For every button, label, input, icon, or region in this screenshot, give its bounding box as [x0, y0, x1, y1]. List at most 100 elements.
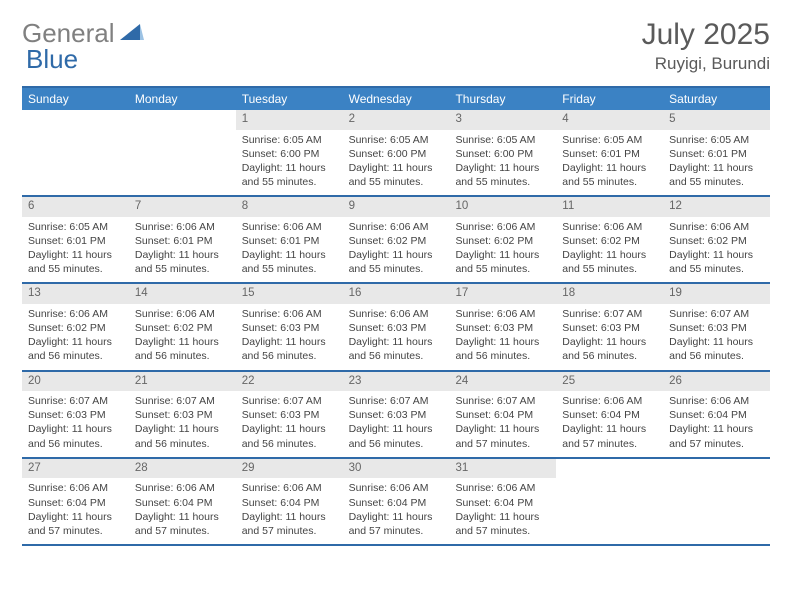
sunrise-text: Sunrise: 6:06 AM — [669, 220, 764, 234]
sunset-text: Sunset: 6:03 PM — [349, 321, 444, 335]
logo-triangle-icon — [120, 22, 144, 45]
daylight-text: Daylight: 11 hours and 56 minutes. — [349, 335, 444, 363]
calendar-cell: 24Sunrise: 6:07 AMSunset: 6:04 PMDayligh… — [449, 372, 556, 457]
calendar-cell: 1Sunrise: 6:05 AMSunset: 6:00 PMDaylight… — [236, 110, 343, 195]
day-of-week-header: Saturday — [663, 88, 770, 110]
day-number: 16 — [343, 284, 450, 304]
daylight-text: Daylight: 11 hours and 57 minutes. — [562, 422, 657, 450]
cell-body: Sunrise: 6:07 AMSunset: 6:03 PMDaylight:… — [556, 304, 663, 370]
cell-body: Sunrise: 6:06 AMSunset: 6:04 PMDaylight:… — [556, 391, 663, 457]
daylight-text: Daylight: 11 hours and 55 minutes. — [28, 248, 123, 276]
calendar-cell: 10Sunrise: 6:06 AMSunset: 6:02 PMDayligh… — [449, 197, 556, 282]
sunset-text: Sunset: 6:04 PM — [669, 408, 764, 422]
sunrise-text: Sunrise: 6:06 AM — [135, 481, 230, 495]
calendar-cell: 20Sunrise: 6:07 AMSunset: 6:03 PMDayligh… — [22, 372, 129, 457]
day-number: 23 — [343, 372, 450, 392]
sunrise-text: Sunrise: 6:06 AM — [28, 481, 123, 495]
sunset-text: Sunset: 6:04 PM — [135, 496, 230, 510]
cell-body: Sunrise: 6:07 AMSunset: 6:04 PMDaylight:… — [449, 391, 556, 457]
cell-body: Sunrise: 6:07 AMSunset: 6:03 PMDaylight:… — [663, 304, 770, 370]
sunrise-text: Sunrise: 6:07 AM — [562, 307, 657, 321]
sunset-text: Sunset: 6:02 PM — [669, 234, 764, 248]
cell-body: Sunrise: 6:05 AMSunset: 6:00 PMDaylight:… — [343, 130, 450, 196]
daylight-text: Daylight: 11 hours and 57 minutes. — [455, 510, 550, 538]
sunset-text: Sunset: 6:03 PM — [455, 321, 550, 335]
cell-body: Sunrise: 6:07 AMSunset: 6:03 PMDaylight:… — [236, 391, 343, 457]
cell-body: Sunrise: 6:05 AMSunset: 6:00 PMDaylight:… — [236, 130, 343, 196]
sunrise-text: Sunrise: 6:05 AM — [669, 133, 764, 147]
calendar-cell: 14Sunrise: 6:06 AMSunset: 6:02 PMDayligh… — [129, 284, 236, 369]
sunrise-text: Sunrise: 6:07 AM — [28, 394, 123, 408]
sunset-text: Sunset: 6:01 PM — [28, 234, 123, 248]
cell-body: Sunrise: 6:06 AMSunset: 6:01 PMDaylight:… — [129, 217, 236, 283]
calendar-cell: 5Sunrise: 6:05 AMSunset: 6:01 PMDaylight… — [663, 110, 770, 195]
day-number: 31 — [449, 459, 556, 479]
calendar-header-row: SundayMondayTuesdayWednesdayThursdayFrid… — [22, 88, 770, 110]
sunrise-text: Sunrise: 6:07 AM — [349, 394, 444, 408]
sunset-text: Sunset: 6:04 PM — [562, 408, 657, 422]
cell-body: Sunrise: 6:06 AMSunset: 6:03 PMDaylight:… — [449, 304, 556, 370]
daylight-text: Daylight: 11 hours and 55 minutes. — [669, 248, 764, 276]
sunset-text: Sunset: 6:01 PM — [242, 234, 337, 248]
day-number: 19 — [663, 284, 770, 304]
sunrise-text: Sunrise: 6:06 AM — [349, 481, 444, 495]
sunrise-text: Sunrise: 6:06 AM — [242, 220, 337, 234]
cell-body: Sunrise: 6:06 AMSunset: 6:04 PMDaylight:… — [343, 478, 450, 544]
cell-body: Sunrise: 6:06 AMSunset: 6:02 PMDaylight:… — [556, 217, 663, 283]
cell-body: Sunrise: 6:06 AMSunset: 6:03 PMDaylight:… — [343, 304, 450, 370]
day-of-week-header: Thursday — [449, 88, 556, 110]
cell-body: Sunrise: 6:06 AMSunset: 6:01 PMDaylight:… — [236, 217, 343, 283]
calendar-cell-empty — [22, 110, 129, 195]
cell-body: Sunrise: 6:06 AMSunset: 6:04 PMDaylight:… — [449, 478, 556, 544]
cell-body: Sunrise: 6:06 AMSunset: 6:02 PMDaylight:… — [343, 217, 450, 283]
day-number: 29 — [236, 459, 343, 479]
calendar-cell: 30Sunrise: 6:06 AMSunset: 6:04 PMDayligh… — [343, 459, 450, 544]
day-number: 12 — [663, 197, 770, 217]
cell-body: Sunrise: 6:06 AMSunset: 6:04 PMDaylight:… — [663, 391, 770, 457]
sunset-text: Sunset: 6:02 PM — [455, 234, 550, 248]
day-number: 10 — [449, 197, 556, 217]
day-number: 4 — [556, 110, 663, 130]
calendar-cell: 3Sunrise: 6:05 AMSunset: 6:00 PMDaylight… — [449, 110, 556, 195]
day-number: 28 — [129, 459, 236, 479]
calendar-cell: 22Sunrise: 6:07 AMSunset: 6:03 PMDayligh… — [236, 372, 343, 457]
sunset-text: Sunset: 6:04 PM — [455, 408, 550, 422]
cell-body: Sunrise: 6:07 AMSunset: 6:03 PMDaylight:… — [22, 391, 129, 457]
daylight-text: Daylight: 11 hours and 56 minutes. — [242, 422, 337, 450]
daylight-text: Daylight: 11 hours and 56 minutes. — [562, 335, 657, 363]
calendar-cell-empty — [556, 459, 663, 544]
cell-body: Sunrise: 6:07 AMSunset: 6:03 PMDaylight:… — [129, 391, 236, 457]
sunset-text: Sunset: 6:00 PM — [455, 147, 550, 161]
cell-body: Sunrise: 6:05 AMSunset: 6:01 PMDaylight:… — [556, 130, 663, 196]
cell-body: Sunrise: 6:06 AMSunset: 6:02 PMDaylight:… — [663, 217, 770, 283]
daylight-text: Daylight: 11 hours and 57 minutes. — [135, 510, 230, 538]
sunrise-text: Sunrise: 6:05 AM — [349, 133, 444, 147]
sunset-text: Sunset: 6:03 PM — [242, 321, 337, 335]
sunset-text: Sunset: 6:03 PM — [669, 321, 764, 335]
daylight-text: Daylight: 11 hours and 56 minutes. — [28, 422, 123, 450]
cell-body: Sunrise: 6:05 AMSunset: 6:01 PMDaylight:… — [22, 217, 129, 283]
sunrise-text: Sunrise: 6:07 AM — [669, 307, 764, 321]
day-of-week-header: Tuesday — [236, 88, 343, 110]
cell-body: Sunrise: 6:06 AMSunset: 6:04 PMDaylight:… — [22, 478, 129, 544]
daylight-text: Daylight: 11 hours and 55 minutes. — [242, 161, 337, 189]
sunset-text: Sunset: 6:03 PM — [562, 321, 657, 335]
sunset-text: Sunset: 6:02 PM — [135, 321, 230, 335]
sunrise-text: Sunrise: 6:06 AM — [562, 220, 657, 234]
daylight-text: Daylight: 11 hours and 57 minutes. — [455, 422, 550, 450]
daylight-text: Daylight: 11 hours and 56 minutes. — [455, 335, 550, 363]
sunset-text: Sunset: 6:01 PM — [669, 147, 764, 161]
day-number: 6 — [22, 197, 129, 217]
day-number: 26 — [663, 372, 770, 392]
day-number: 11 — [556, 197, 663, 217]
calendar-cell: 27Sunrise: 6:06 AMSunset: 6:04 PMDayligh… — [22, 459, 129, 544]
sunrise-text: Sunrise: 6:07 AM — [455, 394, 550, 408]
day-number: 17 — [449, 284, 556, 304]
calendar-cell: 2Sunrise: 6:05 AMSunset: 6:00 PMDaylight… — [343, 110, 450, 195]
day-number: 3 — [449, 110, 556, 130]
sunrise-text: Sunrise: 6:05 AM — [242, 133, 337, 147]
day-number: 25 — [556, 372, 663, 392]
location-label: Ruyigi, Burundi — [642, 54, 770, 74]
calendar-cell-empty — [663, 459, 770, 544]
day-number: 15 — [236, 284, 343, 304]
